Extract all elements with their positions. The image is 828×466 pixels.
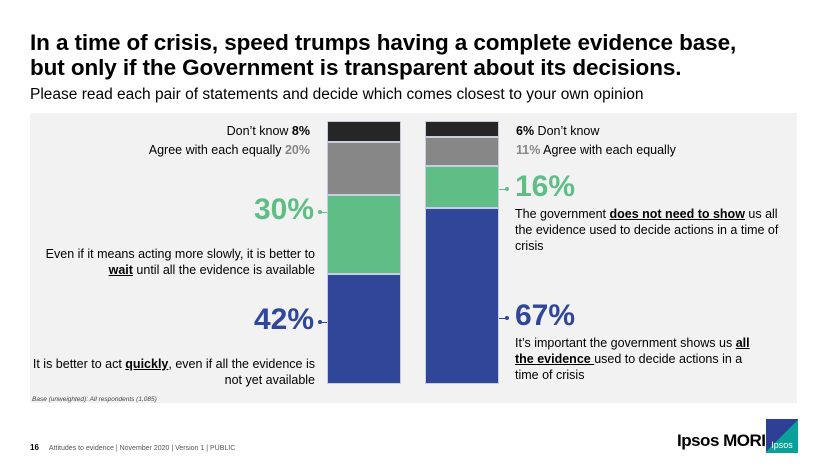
- base-note: Base (unweighted): All respondents (1,08…: [32, 396, 157, 403]
- connector-line-green: [320, 212, 327, 213]
- bar-segment-blue: [327, 273, 401, 384]
- label-dont-know: Don’t know 8%: [226, 124, 310, 138]
- label-agree-equally: Agree with each equally 20%: [148, 143, 310, 157]
- bar-segment-agree_equally: [425, 136, 499, 166]
- value-green: 16%: [515, 170, 576, 203]
- connector-line-blue: [320, 322, 327, 323]
- bar-segment-green: [327, 194, 401, 274]
- bar-segment-blue: [425, 207, 499, 384]
- page-number: 16: [30, 443, 39, 452]
- statement-green: The government does not need to show us …: [515, 207, 779, 253]
- chart-panel: [30, 113, 797, 403]
- footer-text: Attitudes to evidence | November 2020 | …: [48, 445, 236, 452]
- value-blue: 42%: [253, 303, 314, 336]
- connector-line-blue: [499, 318, 506, 319]
- slide-subtitle: Please read each pair of statements and …: [30, 86, 644, 103]
- value-green: 30%: [253, 193, 314, 226]
- statement-blue: It’s important the government shows us a…: [515, 336, 750, 382]
- ipsos-logo: Ipsos: [766, 419, 798, 453]
- connector-dot-green: [505, 187, 509, 191]
- brand-name: Ipsos MORI: [677, 431, 766, 450]
- label-dont-know: 6% Don’t know: [516, 124, 600, 138]
- footer: 16 Attitudes to evidence | November 2020 …: [30, 443, 235, 452]
- value-blue: 67%: [515, 299, 576, 332]
- label-agree-equally: 11% Agree with each equally: [516, 143, 676, 157]
- statement-blue: It is better to act quickly, even if all…: [32, 357, 315, 387]
- connector-line-green: [499, 189, 506, 190]
- connector-dot-blue: [505, 316, 509, 320]
- bar-segment-green: [425, 165, 499, 208]
- bar-segment-dont_know: [425, 121, 499, 137]
- bar-segment-dont_know: [327, 121, 401, 143]
- slide-title: In a time of crisis, speed trumps having…: [30, 30, 737, 80]
- bar-segment-agree_equally: [327, 142, 401, 195]
- statement-green: Even if it means acting more slowly, it …: [45, 247, 315, 277]
